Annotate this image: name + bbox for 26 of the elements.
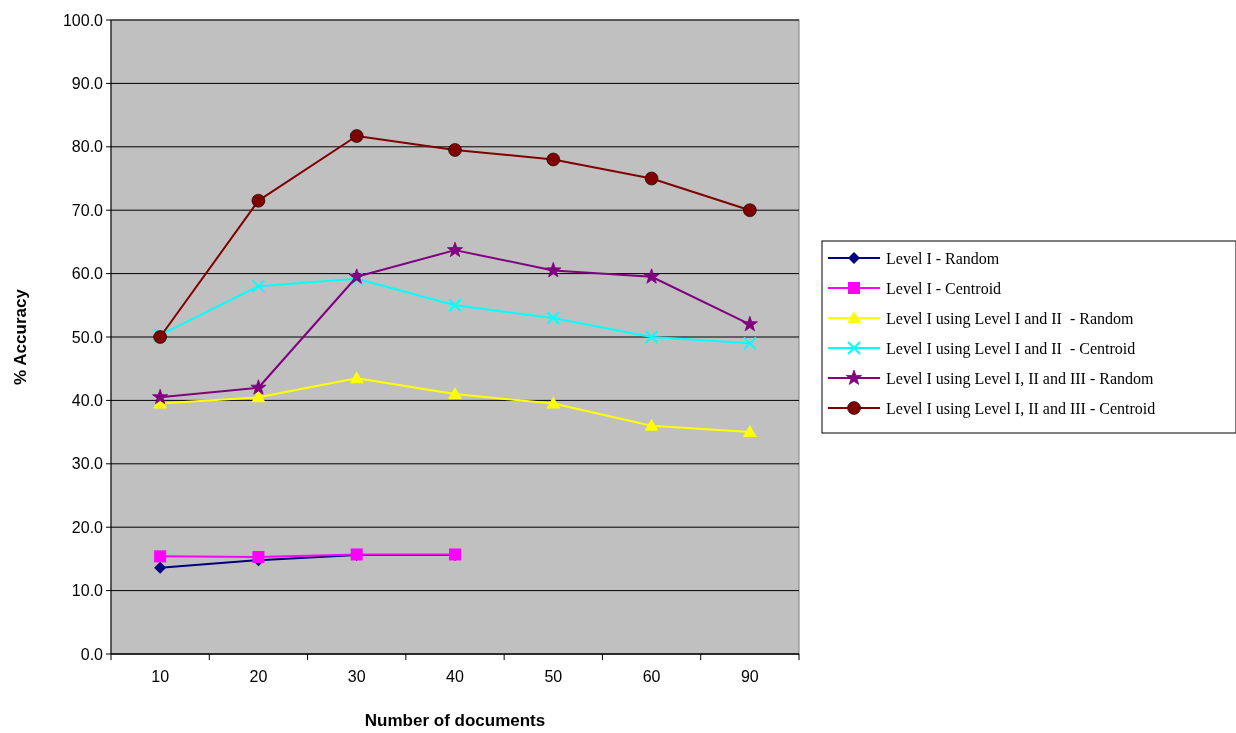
x-tick-label: 30 <box>347 668 366 685</box>
y-tick-label: 0.0 <box>80 645 104 663</box>
legend-label: Level I using Level I and II - Random <box>886 309 1135 328</box>
x-tick-label: 50 <box>544 668 563 685</box>
y-tick-label: 90.0 <box>71 75 104 92</box>
y-axis-title: % Accuracy <box>11 288 30 385</box>
legend-label: Level I using Level I, II and III - Centroid <box>886 399 1156 418</box>
x-tick-label: 90 <box>740 668 759 685</box>
y-tick-label: 10.0 <box>71 582 104 600</box>
y-tick-label: 70.0 <box>71 201 104 219</box>
x-tick-label: 40 <box>446 668 464 685</box>
y-tick-label: 60.0 <box>71 265 104 283</box>
y-tick-label: 100.0 <box>62 11 104 29</box>
x-tick-label: 60 <box>642 668 661 685</box>
x-axis-title: Number of documents <box>364 711 546 730</box>
y-tick-label: 20.0 <box>71 518 104 536</box>
legend-label: Level I using Level I, II and III - Random <box>886 369 1155 388</box>
legend-label: Level I using Level I and II - Centroid <box>886 339 1136 358</box>
y-tick-label: 40.0 <box>71 392 104 409</box>
legend-label: Level I - Centroid <box>886 279 1002 297</box>
legend-label: Level I - Random <box>886 249 1000 267</box>
y-tick-label: 80.0 <box>71 138 104 156</box>
x-tick-label: 10 <box>151 668 170 685</box>
y-tick-label: 30.0 <box>71 455 104 473</box>
y-tick-label: 50.0 <box>71 328 104 346</box>
x-tick-label: 20 <box>249 668 268 685</box>
